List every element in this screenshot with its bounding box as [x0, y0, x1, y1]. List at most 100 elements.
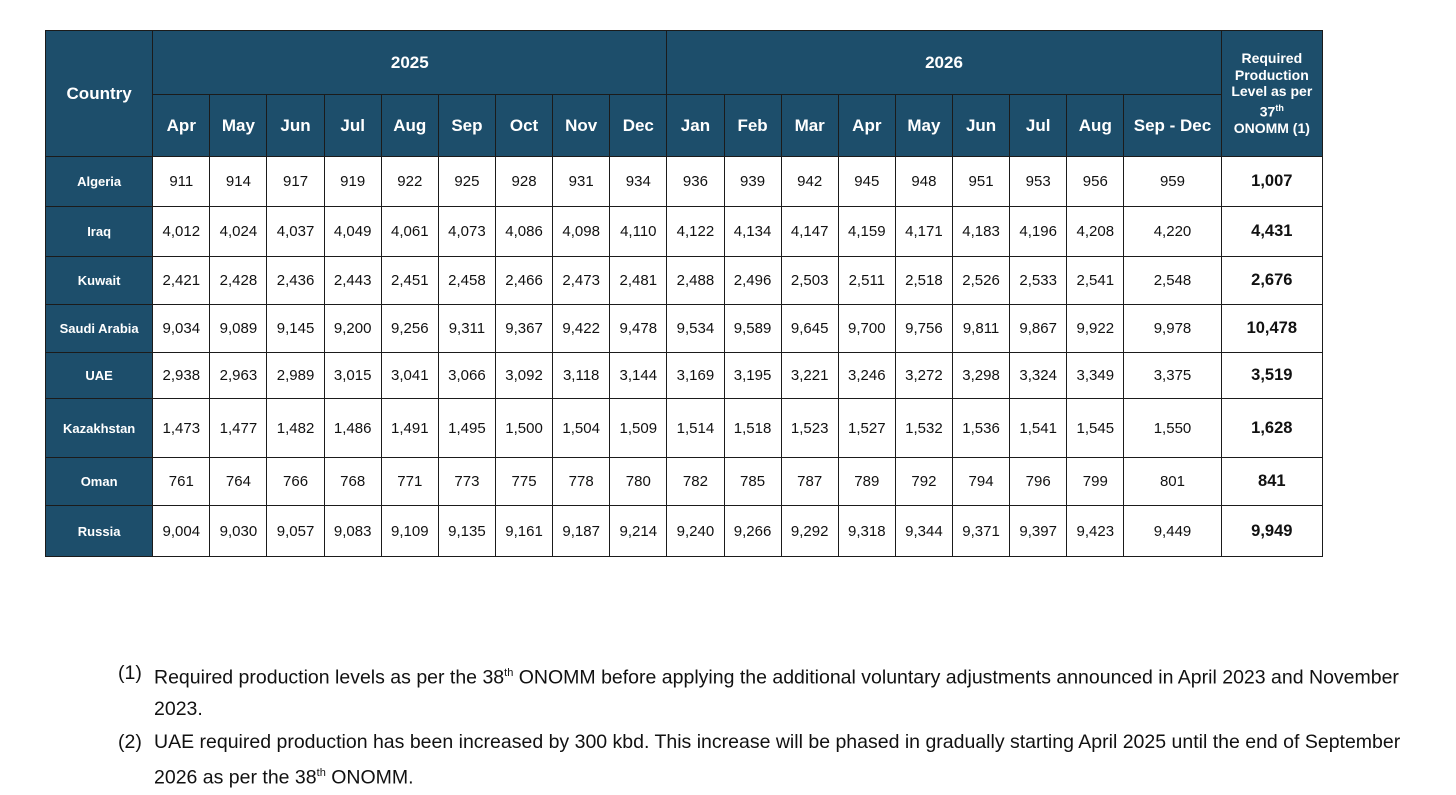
value-cell: 785 [723, 457, 782, 506]
value-cell: 9,083 [323, 505, 382, 557]
required-header-line: Required [1241, 50, 1303, 67]
value-cell: 1,509 [609, 398, 668, 458]
value-cell: 9,145 [266, 304, 325, 353]
footnote-text: ONOMM before applying the additional vol… [154, 666, 1399, 721]
month-header: Jun [951, 94, 1011, 157]
value-cell: 1,504 [552, 398, 611, 458]
month-header: Sep [437, 94, 496, 157]
country-cell: Iraq [44, 206, 154, 257]
value-cell: 792 [894, 457, 954, 506]
value-cell: 936 [666, 156, 725, 207]
country-cell: Algeria [44, 156, 154, 207]
table-body: Algeria 911 914 917 919 922 925 928 931 934 936 939… [44, 156, 1324, 557]
value-cell: 1,500 [494, 398, 554, 458]
value-cell: 3,015 [323, 352, 382, 399]
year-header-row: Country 2025 2026 Required Production Level a… [44, 30, 1324, 157]
month-header: Oct [494, 94, 554, 157]
value-cell: 4,110 [609, 206, 668, 257]
month-header: Feb [723, 94, 782, 157]
value-cell: 764 [209, 457, 268, 506]
value-cell: 761 [152, 457, 211, 506]
country-cell: Oman [44, 457, 154, 506]
table-row: Russia 9,004 9,030 9,057 9,083 9,109 9,135 9,16… [44, 505, 1324, 557]
value-cell: 9,422 [552, 304, 611, 353]
required-header-line: Level as per [1231, 83, 1313, 100]
value-cell: 2,466 [494, 256, 554, 305]
value-cell: 1,532 [894, 398, 954, 458]
month-header: Apr [837, 94, 896, 157]
value-cell: 2,518 [894, 256, 954, 305]
value-cell: 4,086 [494, 206, 554, 257]
value-cell: 768 [323, 457, 382, 506]
required-level-cell: 1,007 [1220, 156, 1324, 207]
value-cell: 4,147 [780, 206, 839, 257]
value-cell: 9,534 [666, 304, 725, 353]
month-header: Jan [666, 94, 725, 157]
value-cell: 3,169 [666, 352, 725, 399]
value-cell: 2,496 [723, 256, 782, 305]
value-cell: 2,436 [266, 256, 325, 305]
value-cell: 9,344 [894, 505, 954, 557]
value-cell: 9,922 [1066, 304, 1125, 353]
value-cell: 2,488 [666, 256, 725, 305]
month-header: Sep - Dec [1123, 94, 1222, 157]
value-cell: 787 [780, 457, 839, 506]
value-cell: 934 [609, 156, 668, 207]
value-cell: 4,183 [951, 206, 1011, 257]
value-cell: 2,938 [152, 352, 211, 399]
table-row: Oman 761 764 766 768 771 773 775 778 780 782 785 787… [44, 457, 1324, 506]
value-cell: 9,089 [209, 304, 268, 353]
value-cell: 9,978 [1123, 304, 1222, 353]
value-cell: 780 [609, 457, 668, 506]
value-cell: 9,589 [723, 304, 782, 353]
value-cell: 9,311 [437, 304, 496, 353]
value-cell: 945 [837, 156, 896, 207]
value-cell: 911 [152, 156, 211, 207]
value-cell: 3,298 [951, 352, 1011, 399]
value-cell: 4,196 [1009, 206, 1068, 257]
value-cell: 9,756 [894, 304, 954, 353]
footnote-number: (1) [118, 662, 142, 684]
value-cell: 1,514 [666, 398, 725, 458]
value-cell: 9,200 [323, 304, 382, 353]
value-cell: 9,867 [1009, 304, 1068, 353]
footnotes: (1) Required production levels as per the… [118, 658, 1438, 795]
country-cell: Kazakhstan [44, 398, 154, 458]
value-cell: 9,135 [437, 505, 496, 557]
value-cell: 2,428 [209, 256, 268, 305]
footnote-text: ONOMM. [325, 766, 414, 789]
month-header: Mar [780, 94, 839, 157]
footnote-text: UAE required production has been increas… [154, 730, 1401, 789]
value-cell: 796 [1009, 457, 1068, 506]
value-cell: 1,541 [1009, 398, 1068, 458]
value-cell: 4,073 [437, 206, 496, 257]
required-header-line: Production [1234, 66, 1309, 83]
value-cell: 3,375 [1123, 352, 1222, 399]
value-cell: 2,421 [152, 256, 211, 305]
month-header: Nov [552, 94, 611, 157]
country-cell: Kuwait [44, 256, 154, 305]
value-cell: 789 [837, 457, 896, 506]
country-cell: Saudi Arabia [44, 304, 154, 353]
value-cell: 959 [1123, 156, 1222, 207]
value-cell: 4,049 [323, 206, 382, 257]
required-level-cell: 4,431 [1220, 206, 1324, 257]
year-header-2025: 2025 [152, 30, 668, 95]
value-cell: 2,533 [1009, 256, 1068, 305]
month-header: May [894, 94, 954, 157]
value-cell: 1,491 [380, 398, 439, 458]
value-cell: 4,208 [1066, 206, 1125, 257]
value-cell: 4,037 [266, 206, 325, 257]
value-cell: 2,473 [552, 256, 611, 305]
value-cell: 782 [666, 457, 725, 506]
value-cell: 9,266 [723, 505, 782, 557]
value-cell: 4,220 [1123, 206, 1222, 257]
value-cell: 775 [494, 457, 554, 506]
table-row: Kazakhstan 1,473 1,477 1,482 1,486 1,491 1,495… [44, 398, 1324, 458]
value-cell: 2,481 [609, 256, 668, 305]
value-cell: 4,134 [723, 206, 782, 257]
required-header-line: ONOMM (1) [1233, 120, 1310, 137]
value-cell: 3,144 [609, 352, 668, 399]
value-cell: 9,423 [1066, 505, 1125, 557]
value-cell: 3,195 [723, 352, 782, 399]
